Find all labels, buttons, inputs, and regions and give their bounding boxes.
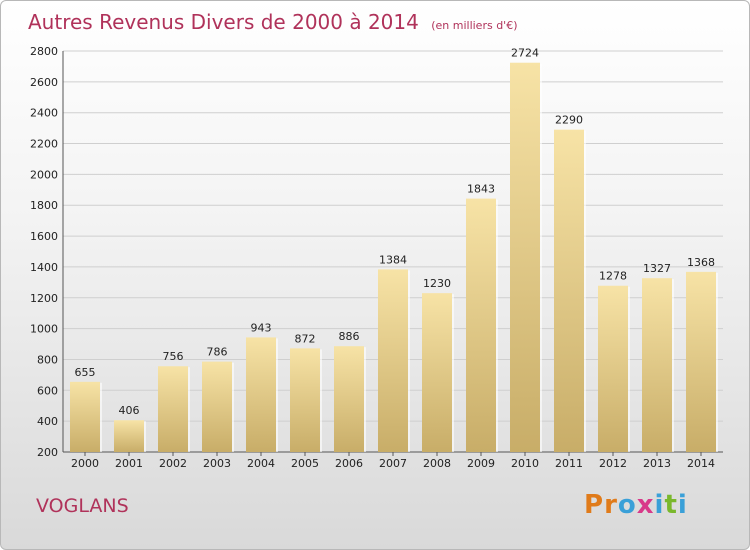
y-tick-label: 2400 xyxy=(30,107,58,120)
x-tick-label: 2006 xyxy=(335,457,363,470)
bar xyxy=(466,198,496,452)
x-tick-label: 2002 xyxy=(159,457,187,470)
bar xyxy=(114,420,144,452)
data-label: 1368 xyxy=(687,256,715,269)
data-label: 1327 xyxy=(643,262,671,275)
y-tick-label: 2000 xyxy=(30,168,58,181)
data-label: 1230 xyxy=(423,277,451,290)
y-tick-label: 400 xyxy=(37,415,58,428)
bar xyxy=(554,129,584,452)
y-tick-label: 800 xyxy=(37,353,58,366)
commune-name: VOGLANS xyxy=(36,495,129,517)
bar xyxy=(422,293,452,452)
proxiti-logo: Proxiti xyxy=(584,490,688,520)
y-tick-label: 2600 xyxy=(30,76,58,89)
data-label: 886 xyxy=(339,330,360,343)
logo-letter: i xyxy=(677,490,688,520)
data-label: 2290 xyxy=(555,114,583,127)
x-tick-label: 2010 xyxy=(511,457,539,470)
y-tick-label: 1200 xyxy=(30,292,58,305)
data-label: 1278 xyxy=(599,270,627,283)
bar xyxy=(686,271,716,452)
logo-letter: P xyxy=(584,490,605,520)
x-tick-label: 2011 xyxy=(555,457,583,470)
y-tick-label: 1800 xyxy=(30,199,58,212)
x-tick-label: 2013 xyxy=(643,457,671,470)
logo-letter: r xyxy=(604,490,618,520)
bar xyxy=(202,361,232,452)
x-tick-label: 2007 xyxy=(379,457,407,470)
chart-subtitle: (en milliers d'€) xyxy=(431,19,518,32)
data-label: 1384 xyxy=(379,253,407,266)
data-label: 756 xyxy=(163,350,184,363)
x-tick-label: 2005 xyxy=(291,457,319,470)
bar xyxy=(378,269,408,452)
logo-letter: i xyxy=(654,490,665,520)
y-tick-label: 600 xyxy=(37,384,58,397)
y-tick-label: 1000 xyxy=(30,323,58,336)
y-tick-label: 2800 xyxy=(30,45,58,58)
chart-title: Autres Revenus Divers de 2000 à 2014 (en… xyxy=(28,10,518,34)
x-tick-label: 2014 xyxy=(687,457,715,470)
x-tick-label: 2008 xyxy=(423,457,451,470)
bar xyxy=(158,366,188,452)
data-label: 2724 xyxy=(511,47,539,60)
data-label: 1843 xyxy=(467,183,495,196)
data-label: 655 xyxy=(75,366,96,379)
x-tick-label: 2001 xyxy=(115,457,143,470)
bar xyxy=(598,285,628,452)
bar xyxy=(510,62,540,453)
logo-letter: x xyxy=(636,490,655,520)
data-label: 872 xyxy=(295,332,316,345)
y-tick-label: 1400 xyxy=(30,261,58,274)
x-tick-label: 2003 xyxy=(203,457,231,470)
data-label: 786 xyxy=(207,346,228,359)
x-tick-label: 2012 xyxy=(599,457,627,470)
logo-letter: t xyxy=(664,490,678,520)
data-label: 406 xyxy=(119,404,140,417)
bar xyxy=(246,337,276,452)
x-tick-label: 2004 xyxy=(247,457,275,470)
y-tick-label: 200 xyxy=(37,446,58,459)
bar xyxy=(70,381,100,452)
bar xyxy=(642,278,672,452)
chart-title-text: Autres Revenus Divers de 2000 à 2014 xyxy=(28,10,419,34)
bar xyxy=(290,348,320,452)
data-label: 943 xyxy=(251,321,272,334)
x-tick-label: 2000 xyxy=(71,457,99,470)
y-tick-label: 1600 xyxy=(30,230,58,243)
logo-letter: o xyxy=(617,490,637,520)
bar xyxy=(334,346,364,452)
x-tick-label: 2009 xyxy=(467,457,495,470)
y-tick-label: 2200 xyxy=(30,138,58,151)
